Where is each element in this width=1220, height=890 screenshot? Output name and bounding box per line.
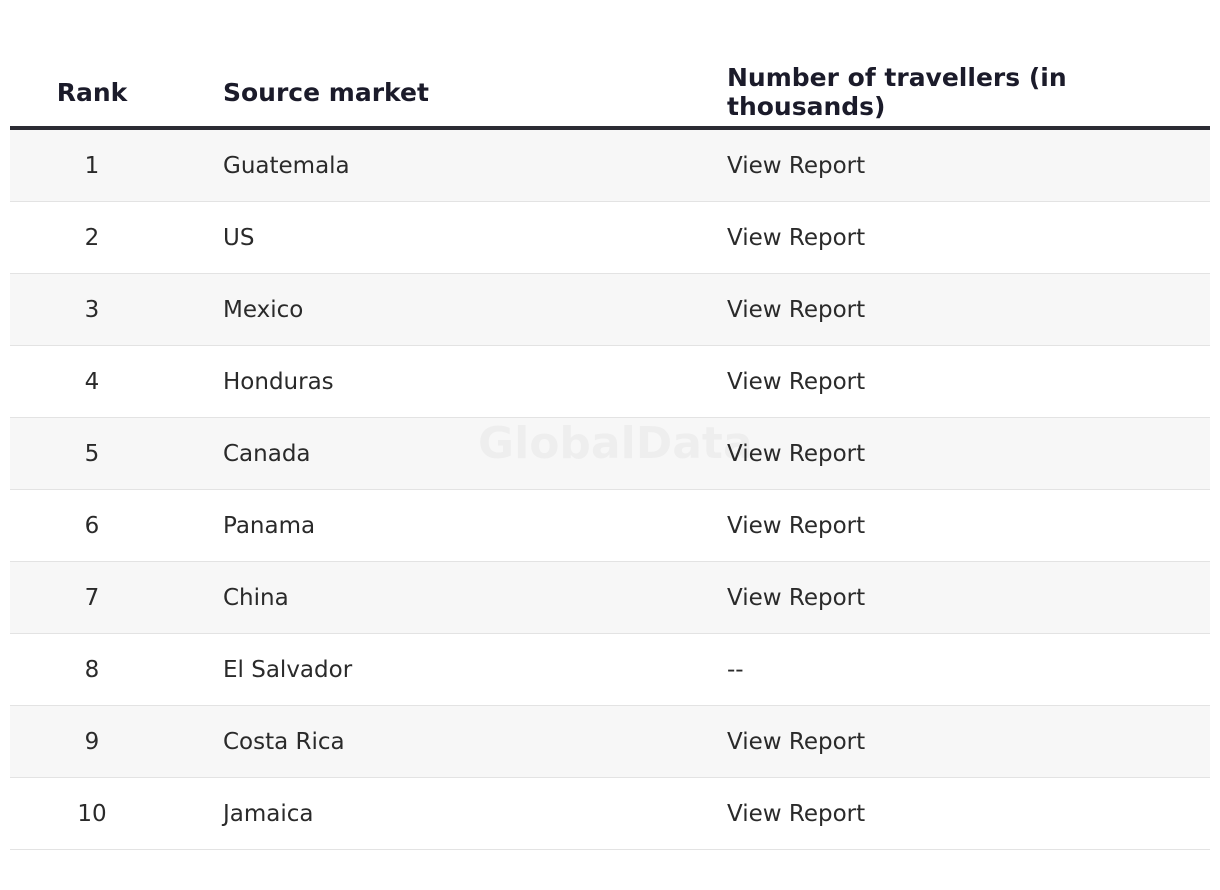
table-cell: 4 [84, 368, 100, 395]
report-link[interactable]: View Report [727, 224, 866, 251]
table-cell: US [223, 224, 255, 251]
table-cell: Jamaica [223, 800, 314, 827]
report-link[interactable]: View Report [727, 296, 866, 323]
table-body: 1 Guatemala View Report 2 US View Report 3 Mexi… [10, 130, 1210, 850]
report-link[interactable]: View Report [727, 728, 866, 755]
table-cell: El Salvador [223, 656, 353, 683]
table-cell: 6 [84, 512, 100, 539]
table-row: 2 US View Report [10, 202, 1210, 274]
table-cell: Costa Rica [223, 728, 345, 755]
report-link[interactable]: View Report [727, 800, 866, 827]
table-cell: 1 [84, 152, 100, 179]
table-row: 4 Honduras View Report [10, 346, 1210, 418]
table-cell: Honduras [223, 368, 334, 395]
header-row: Rank Source market Number of travellers (i… [10, 58, 1210, 130]
table-row: 5 Canada View Report [10, 418, 1210, 490]
table-cell: 5 [84, 440, 100, 467]
table-cell: 10 [77, 800, 107, 827]
report-link[interactable]: View Report [727, 440, 866, 467]
table-cell: Mexico [223, 296, 304, 323]
table-cell: Canada [223, 440, 311, 467]
column-header: Number of travellers (in thousands) [727, 63, 1067, 121]
report-link[interactable]: View Report [727, 584, 866, 611]
table-row: 6 Panama View Report [10, 490, 1210, 562]
table-cell: 7 [84, 584, 100, 611]
table-cell: 8 [84, 656, 100, 683]
column-header: Rank [56, 77, 128, 107]
column-header: Source market [223, 77, 429, 107]
table-cell: 3 [84, 296, 100, 323]
table-cell: China [223, 584, 289, 611]
table-row: 7 China View Report [10, 562, 1210, 634]
table-cell: 9 [84, 728, 100, 755]
table-cell: Guatemala [223, 152, 350, 179]
report-link[interactable]: View Report [727, 152, 866, 179]
table-cell: -- [727, 656, 744, 683]
table: Rank Source market Number of travellers (i… [10, 58, 1210, 850]
table-cell: Panama [223, 512, 316, 539]
table-cell: 2 [84, 224, 100, 251]
table-row: 1 Guatemala View Report [10, 130, 1210, 202]
table-row: 10 Jamaica View Report [10, 778, 1210, 850]
table-row: 9 Costa Rica View Report [10, 706, 1210, 778]
report-link[interactable]: View Report [727, 512, 866, 539]
table-row: 8 El Salvador -- [10, 634, 1210, 706]
report-link[interactable]: View Report [727, 368, 866, 395]
table-row: 3 Mexico View Report [10, 274, 1210, 346]
